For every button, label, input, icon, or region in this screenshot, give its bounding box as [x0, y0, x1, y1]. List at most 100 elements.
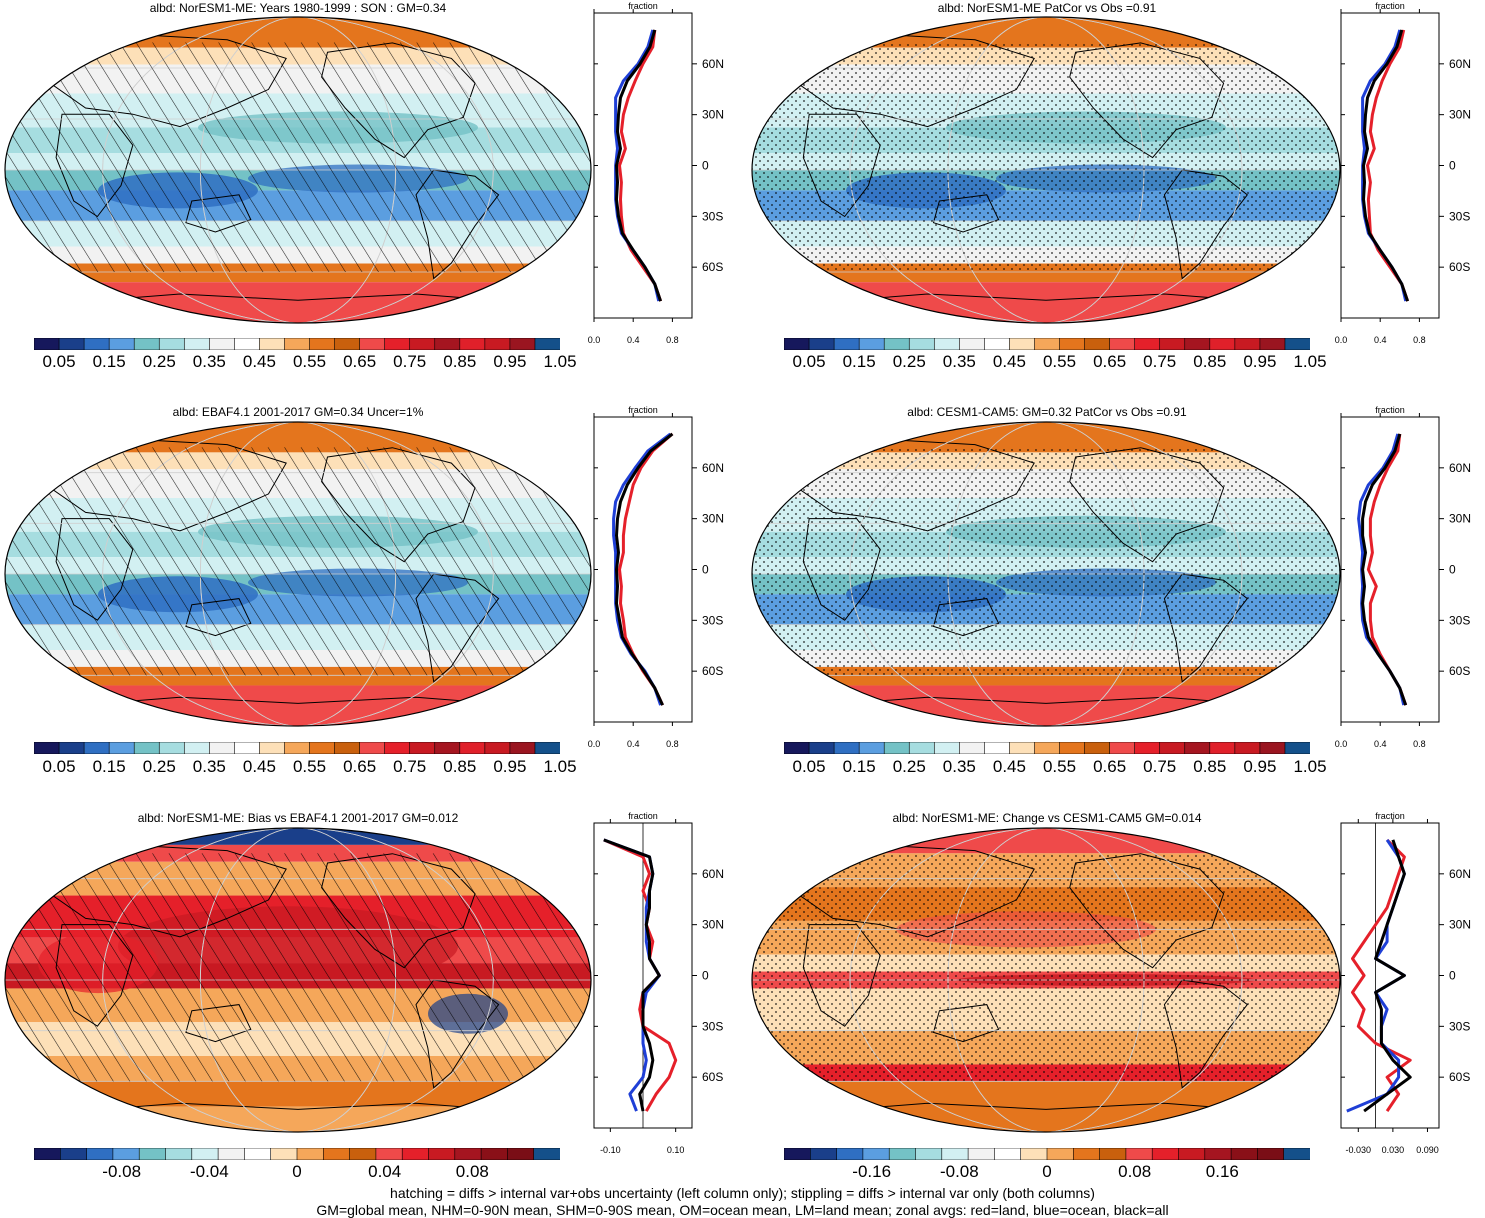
map-band	[752, 1081, 1340, 1132]
colorbar-swatch	[480, 1148, 509, 1160]
colorbar-swatch	[259, 338, 286, 350]
colorbar-swatch	[809, 1148, 838, 1160]
zonal-xlabel: fraction	[1375, 811, 1405, 821]
zonal-ytick-label: 30S	[1449, 209, 1470, 223]
colorbar-tick-label: 0.15	[92, 352, 126, 371]
colorbar-swatch	[507, 1148, 535, 1160]
colorbar-tick-label: 0.65	[1093, 757, 1127, 776]
zonal-xtick-label: -0.030	[1346, 1145, 1372, 1155]
colorbar-swatch	[334, 742, 361, 754]
colorbar-swatch	[784, 338, 810, 350]
colorbar-swatch	[1209, 742, 1236, 754]
colorbar-4	[784, 742, 1310, 754]
colorbar-swatch	[1059, 338, 1086, 350]
zonal-xtick-label: 0.4	[1374, 739, 1387, 749]
colorbar-swatch	[959, 338, 986, 350]
colorbar-tick-label: 0.85	[443, 757, 477, 776]
colorbar-2	[784, 338, 1310, 350]
zonal-plot-5: fraction 60N 30N 0 30S 60S -0.10 0.10	[593, 811, 724, 1155]
colorbar-swatch	[883, 742, 911, 754]
colorbar-tick-label: 0.05	[42, 757, 76, 776]
colorbar-swatch	[1125, 1148, 1153, 1160]
map-band	[5, 828, 591, 845]
colorbar-swatch	[784, 742, 810, 754]
colorbar-swatch	[86, 1148, 114, 1160]
colorbar-tick-label: 0.35	[942, 352, 976, 371]
colorbar-swatch	[784, 1148, 812, 1160]
colorbar-swatch	[808, 338, 835, 350]
zonal-series-line	[618, 432, 674, 706]
colorbar-swatch	[459, 338, 486, 350]
colorbar-tick-label: 0.16	[1205, 1162, 1239, 1181]
colorbar-tick-label: 0.75	[393, 757, 427, 776]
zonal-ytick-label: 0	[1449, 159, 1456, 173]
colorbar-tick-label: 0.55	[1042, 757, 1077, 776]
zonal-ytick-label: 60N	[1449, 57, 1471, 71]
colorbar-swatch	[217, 1148, 246, 1160]
colorbar-tick-label: 0.25	[142, 757, 176, 776]
zonal-xtick-label: 0.10	[667, 1145, 685, 1155]
colorbar-swatch	[1178, 1148, 1206, 1160]
colorbar-swatch	[1184, 742, 1211, 754]
colorbar-1	[34, 338, 560, 350]
zonal-ytick-label: 30S	[702, 613, 723, 627]
colorbar-swatch	[1009, 742, 1036, 754]
colorbar-swatch	[1159, 742, 1186, 754]
zonal-ytick-label: 60S	[702, 260, 723, 274]
zonal-ytick-label: 30S	[702, 1019, 723, 1033]
colorbar-swatch	[359, 338, 386, 350]
colorbar-swatch	[1234, 338, 1261, 350]
colorbar-swatch	[1099, 1148, 1127, 1160]
zonal-ytick-label: 60N	[1449, 461, 1471, 475]
zonal-xlabel: fraction	[1375, 1, 1405, 11]
map-band	[5, 1081, 591, 1107]
colorbar-swatch	[284, 742, 311, 754]
colorbar-tick-label: 0	[292, 1162, 302, 1181]
map-band	[5, 685, 591, 726]
map-band	[5, 282, 591, 323]
colorbar-swatch	[484, 742, 511, 754]
colorbar-swatch	[1084, 338, 1111, 350]
colorbar-tick-label: 0.35	[192, 352, 226, 371]
colorbar-swatch	[1020, 1148, 1048, 1160]
colorbar-tick-label: 0.35	[942, 757, 976, 776]
colorbar-swatch	[967, 1148, 996, 1160]
colorbar-tick-label: -0.16	[852, 1162, 892, 1181]
colorbar-swatch	[933, 742, 961, 754]
colorbar-swatch	[270, 1148, 298, 1160]
zonal-xtick-label: 0.030	[1382, 1145, 1405, 1155]
colorbar-swatch	[165, 1148, 193, 1160]
colorbar-swatch	[349, 1148, 377, 1160]
colorbar-swatch	[509, 338, 536, 350]
colorbar-swatch	[1230, 1148, 1259, 1160]
footer-note-1: hatching = diffs > internal var+obs unce…	[390, 1185, 1095, 1201]
colorbar-swatch	[1209, 338, 1236, 350]
colorbar-tick-label: -0.04	[189, 1162, 229, 1181]
colorbar-tick-label: 0.04	[368, 1162, 402, 1181]
colorbar-swatch	[384, 338, 411, 350]
zonal-ytick-label: 0	[1449, 969, 1456, 983]
colorbar-swatch	[1151, 1148, 1180, 1160]
colorbar-swatch	[1204, 1148, 1232, 1160]
colorbar-swatch	[244, 1148, 272, 1160]
zonal-xlabel: fraction	[628, 811, 658, 821]
colorbar-swatch	[209, 338, 236, 350]
colorbar-swatch	[138, 1148, 167, 1160]
colorbar-swatch	[158, 338, 186, 350]
map-panel-6	[751, 827, 1341, 1133]
colorbar-tick-label: 0.05	[42, 352, 76, 371]
colorbar-tick-label: 0.75	[1143, 352, 1177, 371]
colorbar-5	[34, 1148, 560, 1160]
zonal-series-line	[603, 838, 678, 1112]
colorbar-swatch	[808, 742, 835, 754]
colorbar-swatch	[401, 1148, 430, 1160]
zonal-plot-4: fraction 60N 30N 0 30S 60S 0.0 0.4 0.8	[1335, 405, 1471, 749]
map-panel-3	[4, 421, 592, 727]
zonal-ytick-label: 30S	[702, 209, 723, 223]
colorbar-tick-label: 0.85	[1193, 757, 1227, 776]
zonal-ytick-label: 30S	[1449, 613, 1470, 627]
zonal-ytick-label: 30N	[702, 512, 724, 526]
map-band	[752, 828, 1340, 854]
zonal-ytick-label: 60S	[1449, 1070, 1470, 1084]
zonal-ytick-label: 60S	[702, 664, 723, 678]
